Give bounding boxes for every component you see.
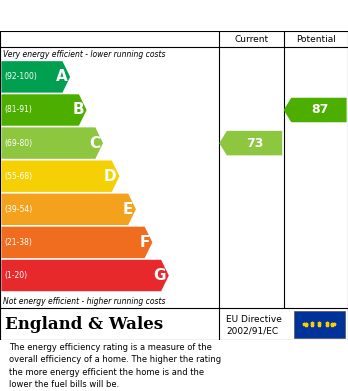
Text: The energy efficiency rating is a measure of the
overall efficiency of a home. T: The energy efficiency rating is a measur… <box>9 343 221 389</box>
Text: England & Wales: England & Wales <box>5 316 163 333</box>
Polygon shape <box>1 160 119 192</box>
Text: D: D <box>104 169 117 184</box>
Polygon shape <box>1 61 70 93</box>
Bar <box>294 311 345 337</box>
Text: (81-91): (81-91) <box>5 106 33 115</box>
Text: 2002/91/EC: 2002/91/EC <box>226 326 278 335</box>
Text: A: A <box>56 69 68 84</box>
Text: 87: 87 <box>311 104 328 117</box>
Text: C: C <box>89 136 100 151</box>
Text: Energy Efficiency Rating: Energy Efficiency Rating <box>9 8 219 23</box>
Text: (55-68): (55-68) <box>5 172 33 181</box>
Text: (39-54): (39-54) <box>5 205 33 214</box>
Polygon shape <box>1 194 136 225</box>
Text: Not energy efficient - higher running costs: Not energy efficient - higher running co… <box>3 297 165 306</box>
Text: 73: 73 <box>247 136 264 150</box>
Polygon shape <box>284 98 347 122</box>
Text: (92-100): (92-100) <box>5 72 38 81</box>
Polygon shape <box>1 260 169 291</box>
Text: G: G <box>153 268 166 283</box>
Text: B: B <box>72 102 84 118</box>
Text: Current: Current <box>234 35 269 44</box>
Text: F: F <box>139 235 150 250</box>
Text: (1-20): (1-20) <box>5 271 28 280</box>
Text: Potential: Potential <box>296 35 336 44</box>
Text: Very energy efficient - lower running costs: Very energy efficient - lower running co… <box>3 50 165 59</box>
Text: (21-38): (21-38) <box>5 238 33 247</box>
Text: (69-80): (69-80) <box>5 138 33 147</box>
Polygon shape <box>1 127 103 159</box>
Text: E: E <box>123 202 133 217</box>
Text: EU Directive: EU Directive <box>226 315 282 324</box>
Polygon shape <box>1 94 87 126</box>
Polygon shape <box>1 227 152 258</box>
Polygon shape <box>219 131 282 155</box>
